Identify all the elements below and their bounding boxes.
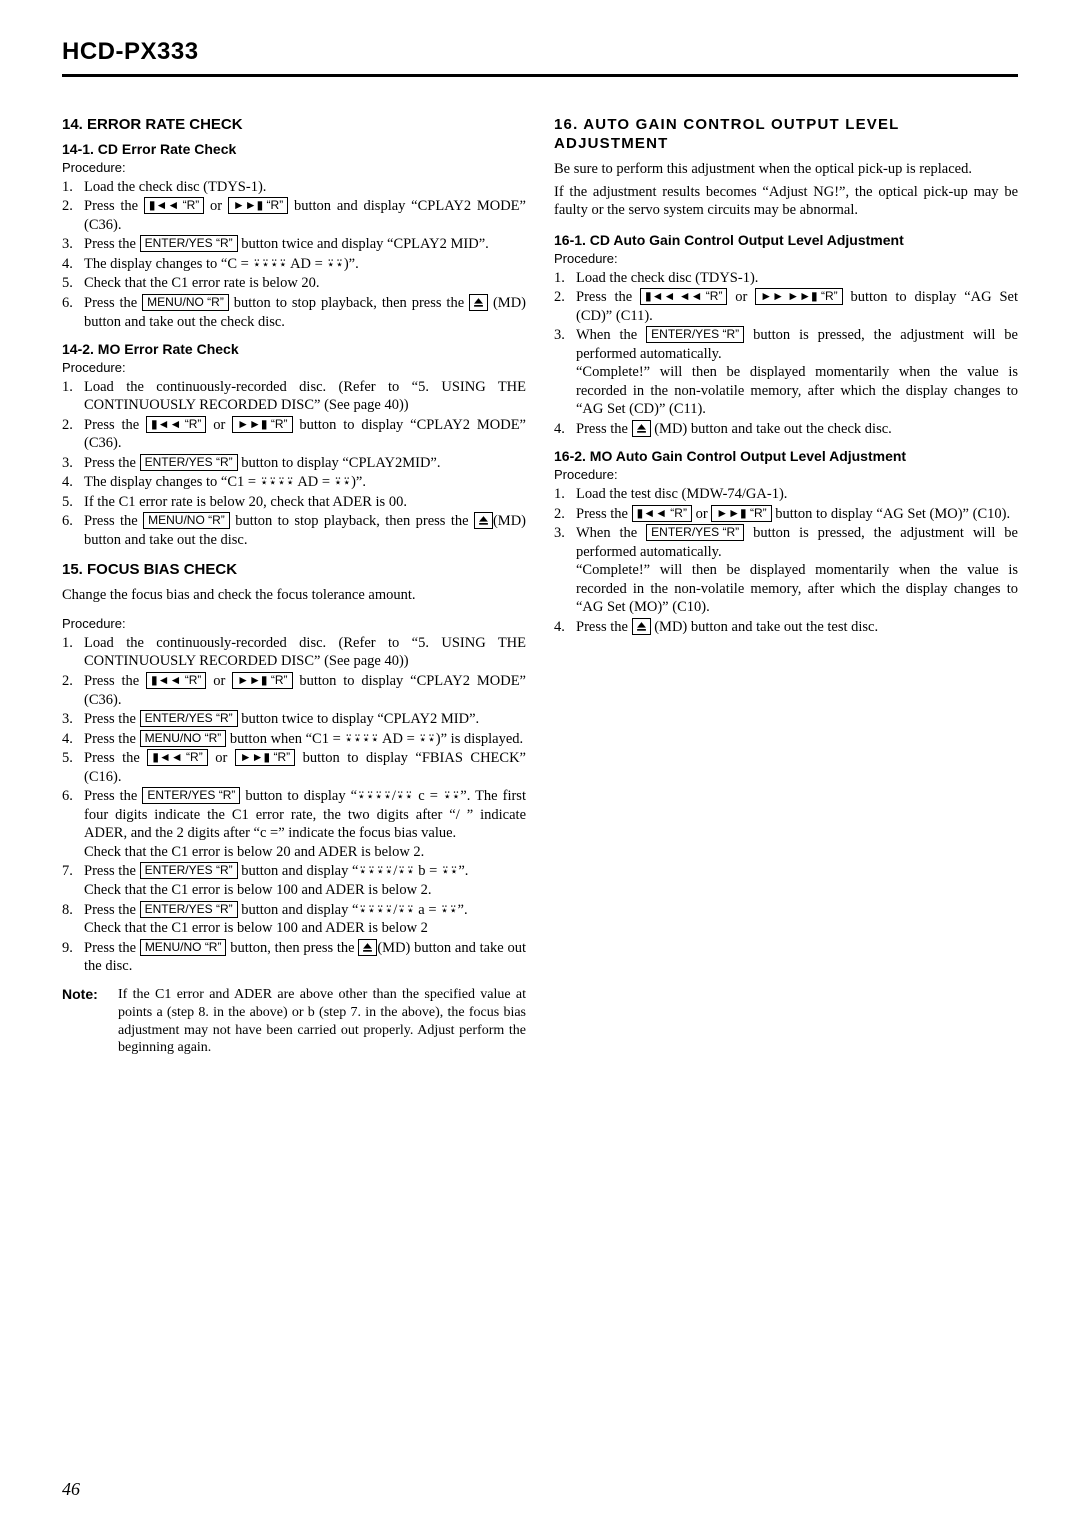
next-r-button: ►►▮ “R” (228, 197, 288, 214)
list-item: 6.Press the MENU/NO “R” button to stop p… (62, 294, 526, 331)
content-columns: 14. ERROR RATE CHECK 14-1. CD Error Rate… (62, 115, 1018, 1057)
list-item: 1.Load the test disc (MDW-74/GA-1). (554, 485, 1018, 504)
eject-icon (632, 420, 651, 437)
list-item: 1.Load the check disc (TDYS-1). (554, 269, 1018, 288)
list-item: 3.Press the ENTER/YES “R” button twice t… (62, 710, 526, 729)
enter-yes-r-button: ENTER/YES “R” (140, 862, 238, 879)
list-item: 9.Press the MENU/NO “R” button, then pre… (62, 939, 526, 976)
prev-r-button: ▮◄◄ “R” (146, 672, 206, 689)
section-15-intro: Change the focus bias and check the focu… (62, 586, 526, 605)
enter-yes-r-button: ENTER/YES “R” (140, 235, 238, 252)
procedure-label: Procedure: (554, 251, 1018, 268)
enter-yes-r-button: ENTER/YES “R” (140, 710, 238, 727)
section-14-2-title: 14-2. MO Error Rate Check (62, 341, 526, 359)
list-item: 4.Press the (MD) button and take out the… (554, 618, 1018, 637)
section-14-1-title: 14-1. CD Error Rate Check (62, 141, 526, 159)
menu-no-r-button: MENU/NO “R” (140, 730, 227, 747)
procedure-label: Procedure: (554, 467, 1018, 484)
list-item: 5.If the C1 error rate is below 20, chec… (62, 493, 526, 512)
menu-no-r-button: MENU/NO “R” (140, 939, 227, 956)
note-label: Note: (62, 986, 118, 1058)
left-column: 14. ERROR RATE CHECK 14-1. CD Error Rate… (62, 115, 526, 1057)
list-item: 6.Press the ENTER/YES “R” button to disp… (62, 787, 526, 861)
list-item: 2.Press the ▮◄◄ “R” or ►►▮ “R” button to… (62, 416, 526, 453)
list-item: 1.Load the check disc (TDYS-1). (62, 178, 526, 197)
section-16-2-title: 16-2. MO Auto Gain Control Output Level … (554, 448, 1018, 466)
prev-r-button: ▮◄◄ “R” (146, 416, 206, 433)
prev-rew-r-button: ▮◄◄ ◄◄ “R” (640, 288, 727, 305)
page-header: HCD-PX333 (62, 38, 1018, 77)
next-r-button: ►►▮ “R” (232, 672, 292, 689)
list-item: 4.The display changes to “C1 = ⍣⍣⍣⍣ AD =… (62, 473, 526, 492)
next-r-button: ►►▮ “R” (232, 416, 292, 433)
note-text: If the C1 error and ADER are above other… (118, 986, 526, 1058)
menu-no-r-button: MENU/NO “R” (143, 512, 230, 529)
prev-r-button: ▮◄◄ “R” (632, 505, 692, 522)
section-16-1-title: 16-1. CD Auto Gain Control Output Level … (554, 232, 1018, 250)
list-item: 5.Check that the C1 error rate is below … (62, 274, 526, 293)
next-r-button: ►►▮ “R” (711, 505, 771, 522)
eject-icon (474, 512, 493, 529)
ff-next-r-button: ►► ►►▮ “R” (755, 288, 842, 305)
section-14-title: 14. ERROR RATE CHECK (62, 115, 526, 134)
procedure-list-16-1: 1.Load the check disc (TDYS-1).2.Press t… (554, 269, 1018, 439)
list-item: 5.Press the ▮◄◄ “R” or ►►▮ “R” button to… (62, 749, 526, 786)
list-item: 6.Press the MENU/NO “R” button to stop p… (62, 512, 526, 549)
list-item: 2.Press the ▮◄◄ “R” or ►►▮ “R” button to… (554, 505, 1018, 524)
section-15-title: 15. FOCUS BIAS CHECK (62, 560, 526, 579)
page-number: 46 (62, 1479, 80, 1500)
list-item: 4.Press the (MD) button and take out the… (554, 420, 1018, 439)
procedure-label: Procedure: (62, 616, 526, 633)
list-item: 3.Press the ENTER/YES “R” button to disp… (62, 454, 526, 473)
list-item: 4.The display changes to “C = ⍣⍣⍣⍣ AD = … (62, 255, 526, 274)
eject-icon (358, 939, 377, 956)
procedure-label: Procedure: (62, 160, 526, 177)
procedure-list-14-1: 1.Load the check disc (TDYS-1).2.Press t… (62, 178, 526, 331)
enter-yes-r-button: ENTER/YES “R” (140, 454, 238, 471)
list-item: 7.Press the ENTER/YES “R” button and dis… (62, 862, 526, 899)
procedure-list-16-2: 1.Load the test disc (MDW-74/GA-1).2.Pre… (554, 485, 1018, 636)
list-item: 1.Load the continuously-recorded disc. (… (62, 378, 526, 415)
procedure-list-15: 1.Load the continuously-recorded disc. (… (62, 634, 526, 976)
list-item: 4.Press the MENU/NO “R” button when “C1 … (62, 730, 526, 749)
enter-yes-r-button: ENTER/YES “R” (140, 901, 238, 918)
list-item: 3.Press the ENTER/YES “R” button twice a… (62, 235, 526, 254)
note-block: Note: If the C1 error and ADER are above… (62, 986, 526, 1058)
list-item: 2.Press the ▮◄◄ “R” or ►►▮ “R” button to… (62, 672, 526, 709)
enter-yes-r-button: ENTER/YES “R” (142, 787, 240, 804)
right-column: 16. AUTO GAIN CONTROL OUTPUT LEVEL ADJUS… (554, 115, 1018, 1057)
section-16-p1: Be sure to perform this adjustment when … (554, 160, 1018, 179)
procedure-label: Procedure: (62, 360, 526, 377)
list-item: 8.Press the ENTER/YES “R” button and dis… (62, 901, 526, 938)
prev-r-button: ▮◄◄ “R” (144, 197, 204, 214)
list-item: 3.When the ENTER/YES “R” button is press… (554, 326, 1018, 419)
section-16-title: 16. AUTO GAIN CONTROL OUTPUT LEVEL ADJUS… (554, 115, 1018, 153)
next-r-button: ►►▮ “R” (235, 749, 295, 766)
list-item: 2.Press the ▮◄◄ ◄◄ “R” or ►► ►►▮ “R” but… (554, 288, 1018, 325)
enter-yes-r-button: ENTER/YES “R” (646, 524, 744, 541)
prev-r-button: ▮◄◄ “R” (147, 749, 207, 766)
list-item: 2.Press the ▮◄◄ “R” or ►►▮ “R” button an… (62, 197, 526, 234)
menu-no-r-button: MENU/NO “R” (142, 294, 229, 311)
eject-icon (632, 618, 651, 635)
section-16-p2: If the adjustment results becomes “Adjus… (554, 183, 1018, 220)
procedure-list-14-2: 1.Load the continuously-recorded disc. (… (62, 378, 526, 550)
list-item: 3.When the ENTER/YES “R” button is press… (554, 524, 1018, 617)
list-item: 1.Load the continuously-recorded disc. (… (62, 634, 526, 671)
eject-icon (469, 294, 488, 311)
enter-yes-r-button: ENTER/YES “R” (646, 326, 744, 343)
